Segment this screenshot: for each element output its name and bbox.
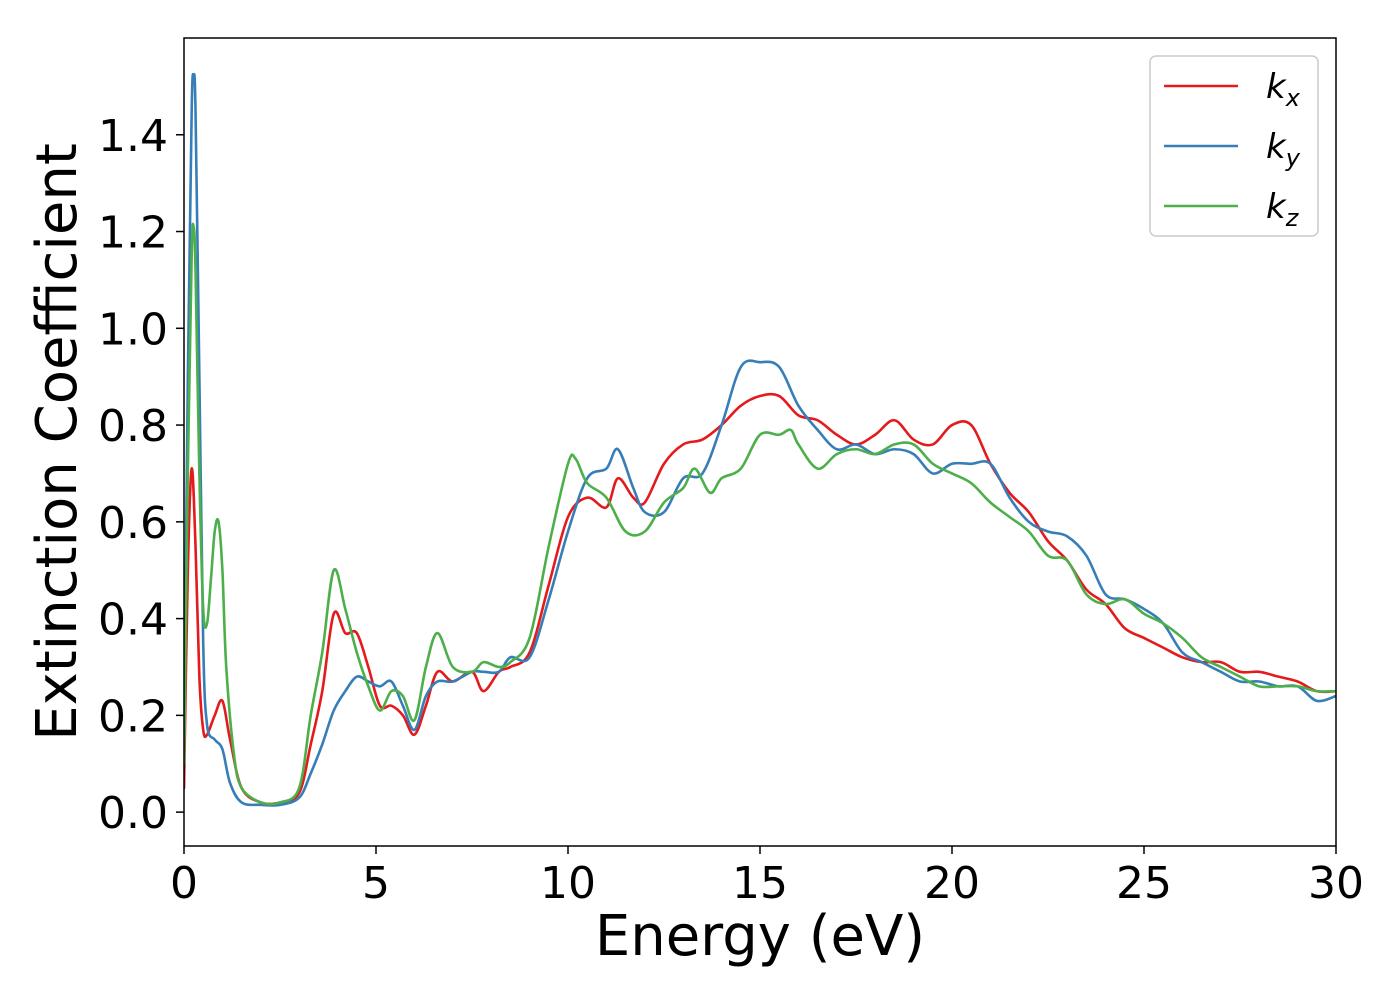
y-tick-label: 0.0 <box>98 788 168 839</box>
x-tick-label: 15 <box>732 858 788 909</box>
y-tick-label: 1.0 <box>98 304 168 355</box>
y-tick-label: 1.4 <box>98 111 168 162</box>
x-tick-label: 25 <box>1116 858 1172 909</box>
y-tick-label: 0.8 <box>98 401 168 452</box>
y-axis-title: Extinction Coefficient <box>25 143 90 741</box>
x-axis-title: Energy (eV) <box>595 904 925 969</box>
y-tick-label: 0.2 <box>98 691 168 742</box>
x-tick-label: 5 <box>362 858 390 909</box>
x-tick-label: 30 <box>1308 858 1364 909</box>
series-layer <box>184 73 1336 807</box>
legend-label-ky: ky <box>1266 127 1301 172</box>
legend-label-kx: kx <box>1266 67 1301 112</box>
y-tick-label: 0.6 <box>98 498 168 549</box>
x-tick-label: 20 <box>924 858 980 909</box>
x-tick-label: 0 <box>170 858 198 909</box>
y-tick-label: 0.4 <box>98 595 168 646</box>
x-axis: 0 5 10 15 20 25 30 <box>170 846 1364 909</box>
y-tick-label: 1.2 <box>98 208 168 259</box>
legend-label-kz: kz <box>1266 187 1300 232</box>
y-axis: 0.0 0.2 0.4 0.6 0.8 1.0 1.2 1.4 <box>98 111 184 839</box>
series-line-kz <box>184 222 1336 806</box>
x-tick-label: 10 <box>540 858 596 909</box>
series-line-ky <box>184 73 1336 807</box>
legend: kx ky kz <box>1149 55 1319 237</box>
